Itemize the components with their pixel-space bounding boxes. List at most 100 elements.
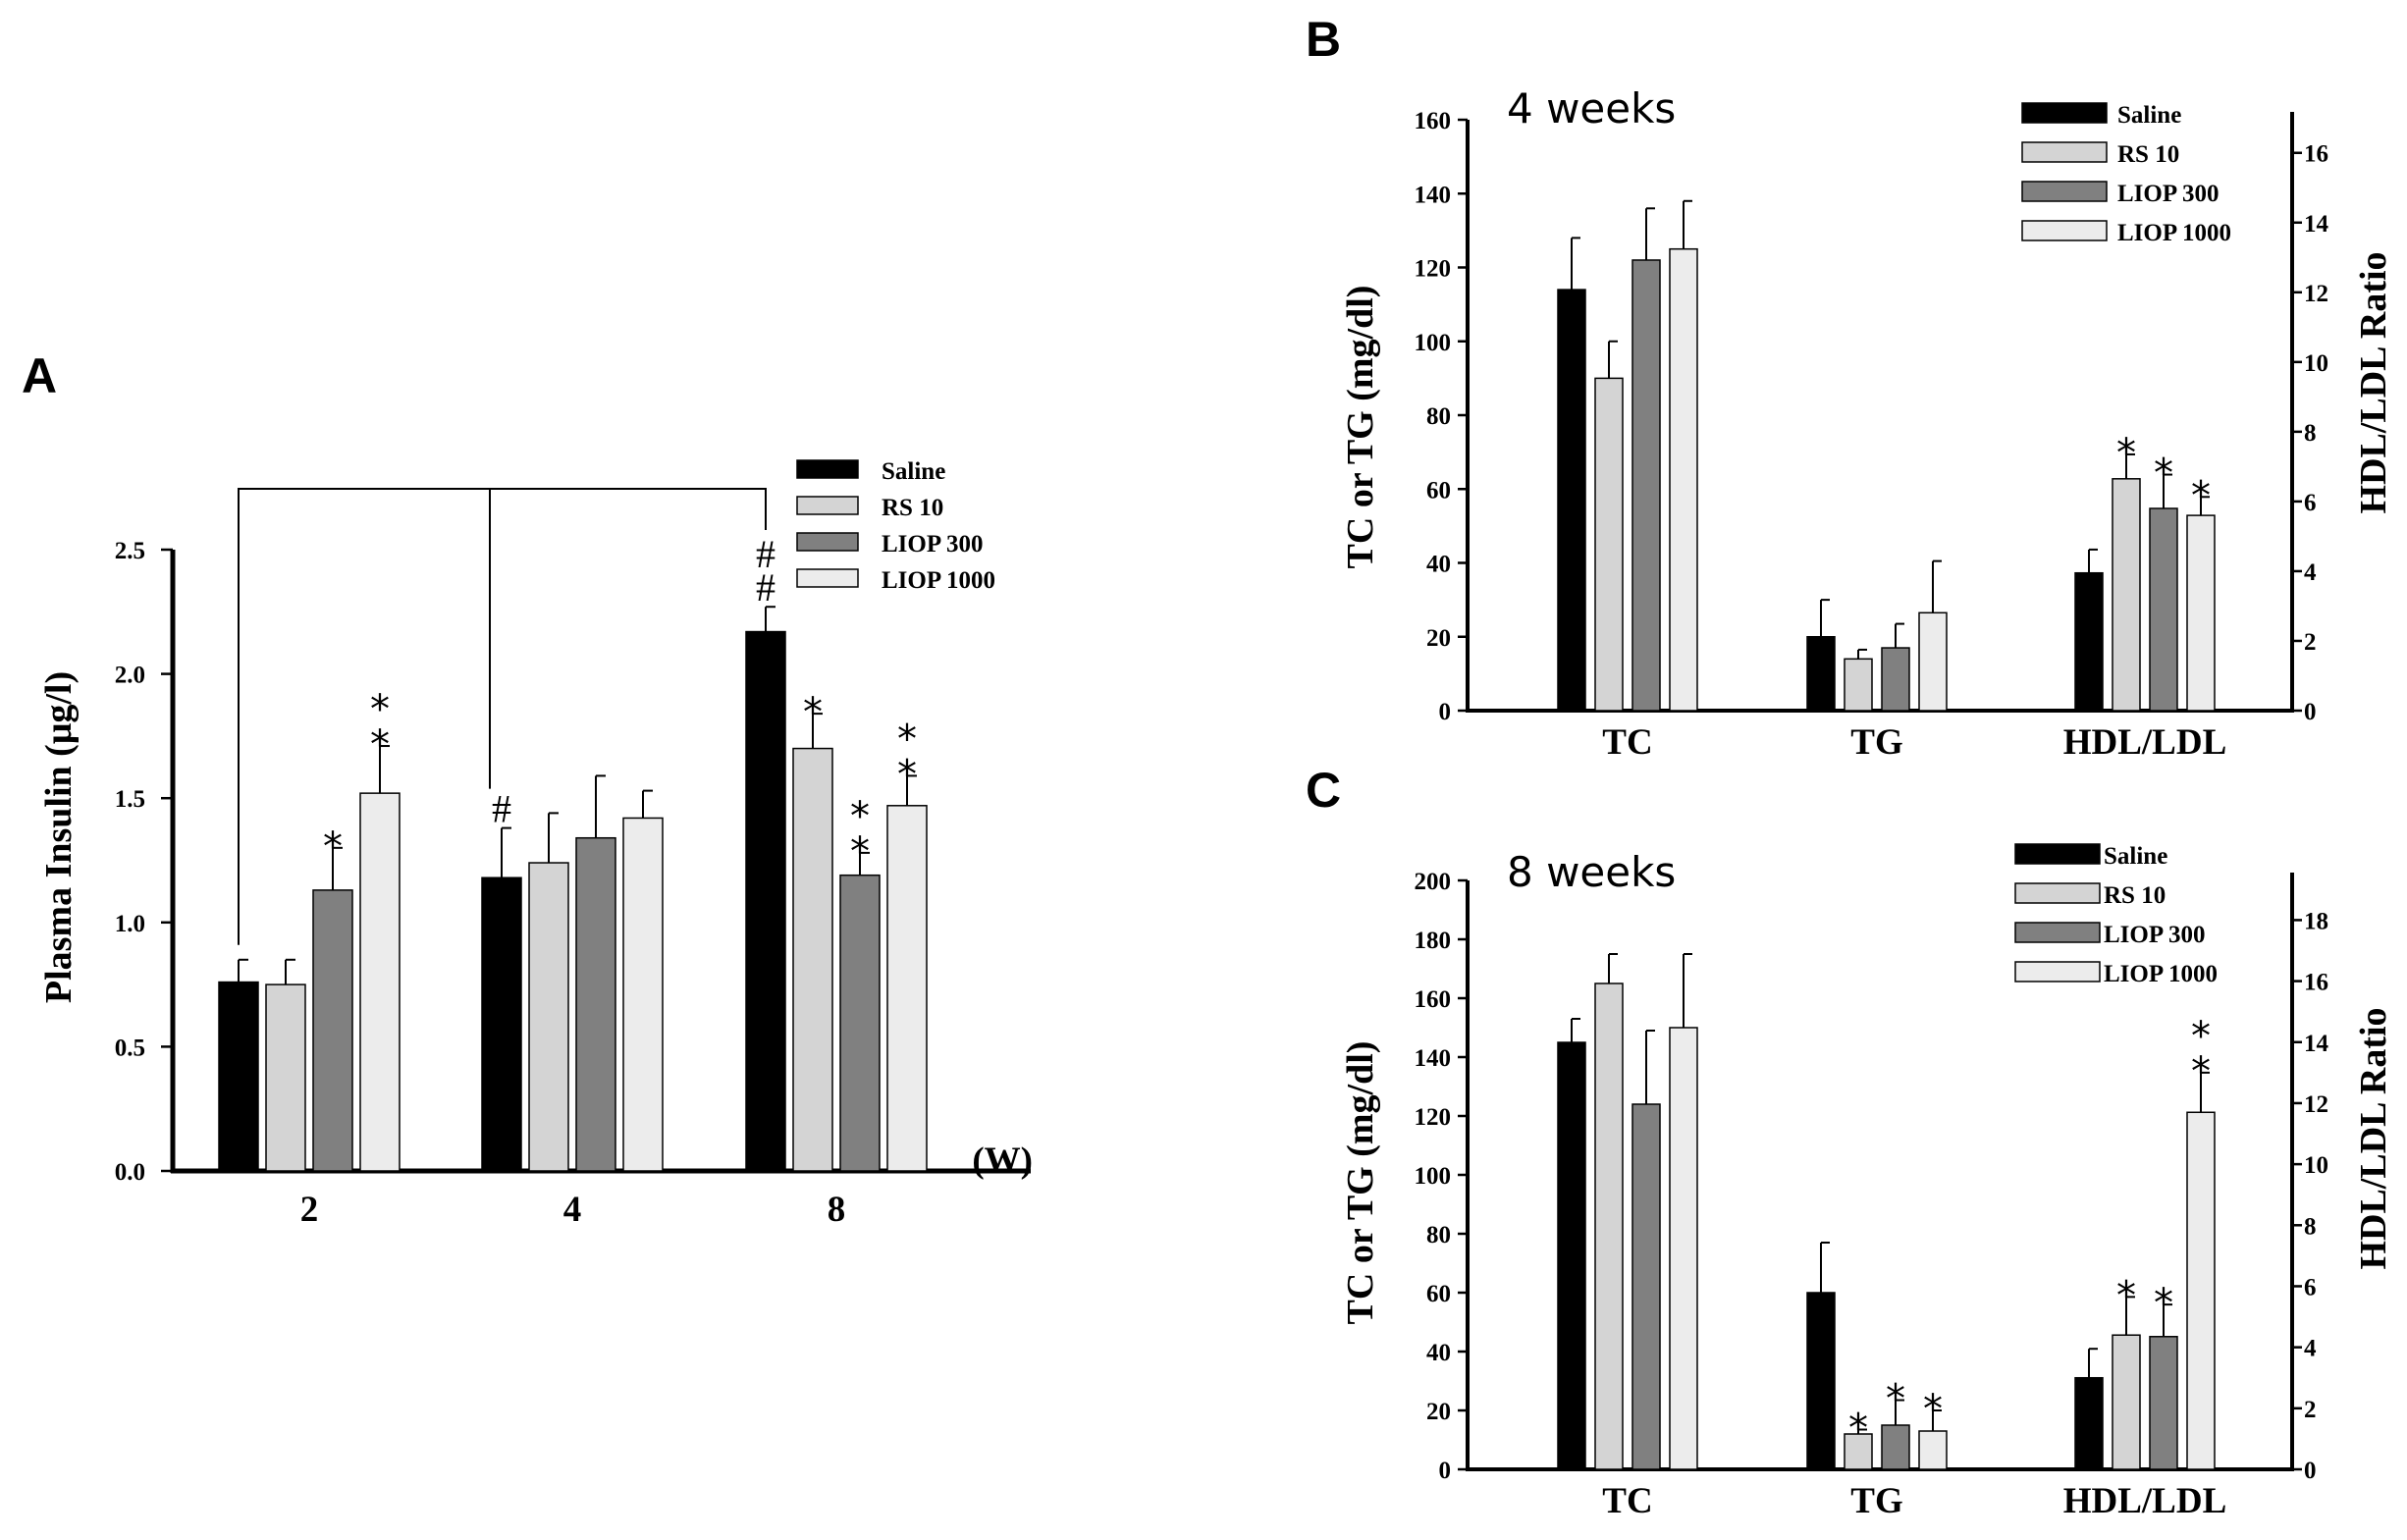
y2-tick-label: 2 [2304, 629, 2317, 656]
y2-tick-label: 2 [2304, 1397, 2317, 1423]
y-tick-label: 20 [1426, 1399, 1451, 1425]
significance-asterisk: * [897, 717, 917, 762]
bar-saline [1806, 1292, 1836, 1470]
y-tick-label: 120 [1415, 256, 1452, 283]
legend-swatch [796, 459, 859, 479]
y-tick-label: 60 [1426, 477, 1451, 504]
y-tick-label: 40 [1426, 1340, 1451, 1366]
legend-swatch [2021, 220, 2108, 241]
y2-tick-label: 12 [2304, 281, 2328, 307]
y2-tick-label: 4 [2304, 1336, 2317, 1362]
y-tick-label: 200 [1415, 869, 1452, 895]
panel-a-chart: 0.00.51.01.52.02.52 4 8***###*****SalineRS… [115, 458, 1031, 1230]
y2-tick-label: 8 [2304, 420, 2317, 447]
bar-liop-1000 [886, 805, 928, 1172]
significance-asterisk: * [803, 690, 823, 735]
bar-liop-300 [839, 874, 881, 1172]
comparison-bracket [238, 488, 767, 945]
panel-b-letter: B [1306, 12, 1341, 67]
y2-tick-label: 12 [2304, 1091, 2328, 1118]
legend-swatch [2021, 181, 2108, 202]
bar-saline [481, 876, 522, 1172]
y-tick-label: 0.5 [115, 1035, 145, 1061]
bar-rs-10 [1844, 658, 1873, 712]
bar-liop-1000 [1918, 611, 1948, 712]
significance-asterisk: * [2191, 473, 2211, 518]
significance-asterisk: * [850, 829, 870, 875]
significance-asterisk: * [1923, 1387, 1943, 1432]
y2-tick-label: 16 [2304, 970, 2328, 996]
y-tick-label: 1.5 [115, 786, 145, 813]
y-tick-label: 180 [1415, 928, 1452, 954]
panel-c-left-axis-title: TC or TG (mg/dl) [1340, 1041, 1381, 1325]
bar-rs-10 [265, 983, 306, 1172]
significance-asterisk: * [897, 752, 917, 797]
y-tick-label: 140 [1415, 182, 1452, 208]
bar-liop-300 [1881, 1424, 1910, 1470]
significance-asterisk: * [2191, 1049, 2211, 1094]
legend-label: RS 10 [2104, 882, 2166, 909]
y-tick-label: 80 [1426, 1222, 1451, 1248]
y-tick-label: 100 [1415, 330, 1452, 356]
significance-asterisk: * [370, 687, 390, 732]
bar-saline [745, 630, 786, 1172]
legend-label: LIOP 1000 [2117, 220, 2231, 246]
y2-tick-label: 6 [2304, 1274, 2317, 1301]
bar-liop-1000 [359, 792, 401, 1172]
bar-liop-300 [312, 889, 353, 1172]
y-tick-label: 160 [1415, 108, 1452, 134]
legend-label: Saline [2117, 102, 2181, 129]
y-tick-label: 2.5 [115, 538, 145, 564]
hash-annotation: # [756, 565, 776, 610]
legend-label: LIOP 300 [882, 531, 984, 558]
y-tick-label: 1.0 [115, 911, 145, 937]
bar-liop-1000 [1669, 1027, 1698, 1470]
y-tick-label: 80 [1426, 403, 1451, 430]
panel-b-left-axis-title: TC or TG (mg/dl) [1340, 286, 1381, 569]
bar-liop-300 [1631, 259, 1661, 712]
significance-asterisk: * [2116, 1273, 2136, 1318]
legend-swatch [2014, 882, 2101, 904]
legend-swatch [796, 496, 859, 515]
bar-liop-300 [1881, 647, 1910, 712]
y2-tick-label: 14 [2304, 1031, 2329, 1057]
legend-swatch [2021, 102, 2108, 124]
legend-swatch [2014, 922, 2101, 943]
legend-label: RS 10 [2117, 141, 2179, 168]
bar-liop-1000 [1669, 247, 1698, 712]
y2-tick-label: 6 [2304, 490, 2317, 516]
x-category-label: TG [1850, 1481, 1902, 1521]
legend-label: Saline [882, 458, 945, 485]
legend-swatch [796, 532, 859, 552]
y-tick-label: 20 [1426, 625, 1451, 652]
legend-swatch [2014, 843, 2101, 865]
bar-liop-1000 [1918, 1430, 1948, 1470]
y2-tick-label: 8 [2304, 1213, 2317, 1240]
legend-label: RS 10 [882, 495, 943, 521]
bar-rs-10 [528, 862, 569, 1172]
y-tick-label: 0 [1439, 1458, 1452, 1484]
bar-liop-300 [575, 836, 616, 1172]
y-tick-label: 0.0 [115, 1159, 145, 1186]
panel-c-chart: 0 20 40 60 80 100 120 140 160 180 200 0 2 4 6 8 10 12 14 16… [1415, 843, 2329, 1521]
significance-asterisk: * [1886, 1377, 1905, 1422]
bar-rs-10 [1594, 377, 1624, 712]
legend-label: LIOP 1000 [882, 567, 995, 594]
panel-a-x-unit-label: (W) [972, 1141, 1033, 1181]
bar-liop-1000 [2186, 1111, 2216, 1470]
x-category-label: 4 [563, 1190, 582, 1230]
x-category-label: 8 [828, 1190, 846, 1230]
y2-tick-label: 10 [2304, 350, 2328, 377]
legend-swatch [796, 568, 859, 588]
legend-label: LIOP 300 [2117, 181, 2220, 207]
significance-asterisk: * [2154, 1281, 2173, 1326]
y-tick-label: 120 [1415, 1104, 1452, 1131]
y-tick-label: 0 [1439, 699, 1452, 725]
bar-rs-10 [1844, 1433, 1873, 1470]
significance-asterisk: * [323, 824, 343, 870]
x-category-label: TC [1602, 1481, 1652, 1521]
bar-rs-10 [1594, 982, 1624, 1470]
bar-rs-10 [2112, 1334, 2141, 1470]
bar-saline [2074, 1376, 2104, 1470]
